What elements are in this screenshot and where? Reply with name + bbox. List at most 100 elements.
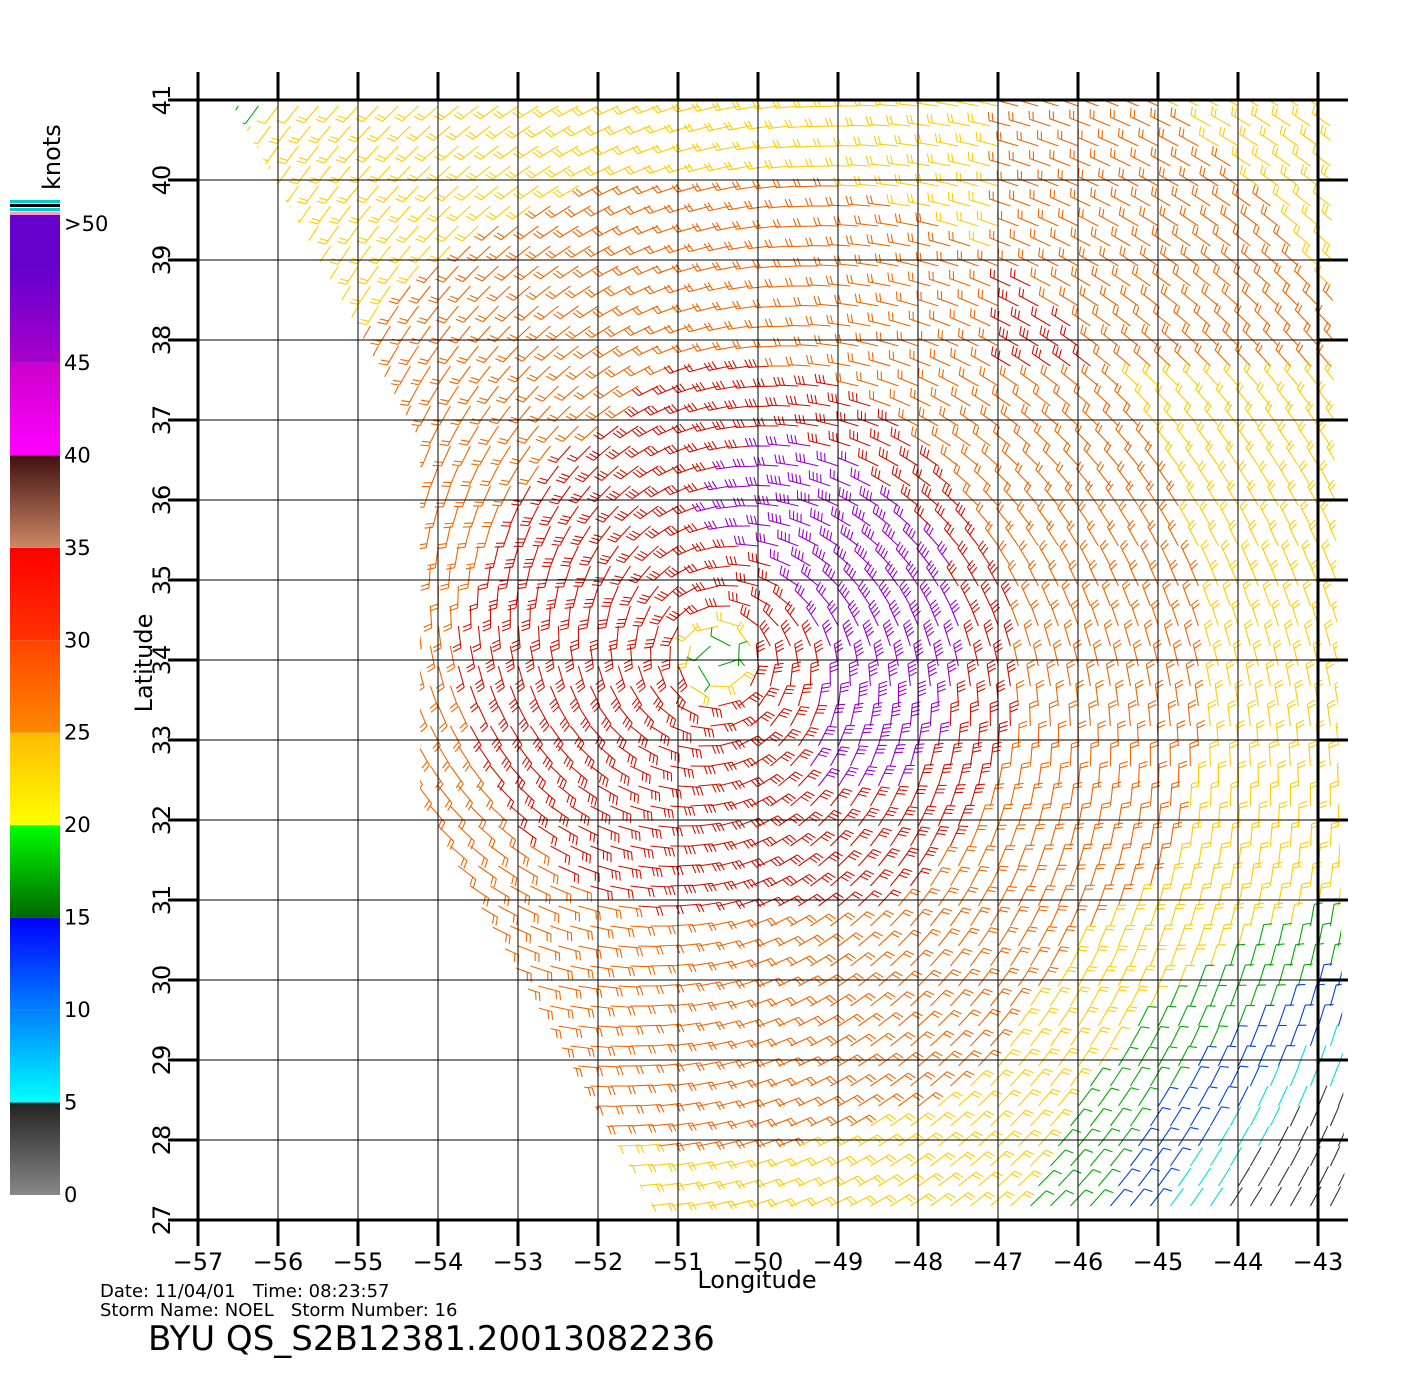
- wind-barb: [730, 919, 758, 928]
- wind-barb: [1112, 304, 1131, 327]
- wind-barb: [937, 721, 950, 747]
- wind-barb: [1017, 885, 1037, 907]
- wind-barb: [1166, 480, 1179, 507]
- wind-barb: [772, 337, 799, 347]
- wind-barb: [1097, 1087, 1120, 1107]
- wind-barb: [462, 605, 472, 632]
- wind-barb: [1059, 286, 1079, 307]
- x-tick-label: −55: [333, 1248, 384, 1276]
- wind-barb: [510, 1005, 533, 1021]
- wind-barb: [611, 185, 639, 196]
- wind-barb: [277, 905, 294, 930]
- wind-barb: [1149, 985, 1169, 1007]
- wind-barb: [1249, 1186, 1263, 1207]
- wind-barb: [350, 1045, 371, 1066]
- wind-barb: [623, 125, 651, 135]
- wind-barb: [610, 765, 630, 786]
- wind-barb: [1317, 420, 1331, 447]
- wind-barb: [310, 1165, 331, 1184]
- wind-barb: [857, 724, 874, 747]
- wind-barb: [1218, 460, 1231, 487]
- wind-barb: [650, 1202, 677, 1212]
- wind-barb: [713, 577, 739, 587]
- wind-barb: [884, 560, 899, 587]
- wind-barb: [970, 1151, 995, 1167]
- wind-barb: [258, 1065, 278, 1087]
- wind-barb: [318, 485, 331, 510]
- wind-barb: [1219, 126, 1239, 147]
- wind-barb: [691, 502, 719, 512]
- wind-barb: [417, 825, 434, 850]
- wind-barb: [242, 345, 259, 368]
- wind-barb: [459, 565, 471, 591]
- wind-barb: [420, 565, 431, 591]
- wind-barb: [564, 125, 591, 137]
- wind-barb: [738, 858, 766, 869]
- wind-barb: [631, 105, 659, 115]
- wind-barb: [977, 804, 994, 827]
- wind-barb: [1169, 821, 1183, 847]
- wind-barb: [850, 467, 871, 487]
- wind-barb: [1097, 1046, 1119, 1067]
- wind-barb: [1017, 209, 1039, 227]
- wind-barb: [878, 1174, 905, 1187]
- wind-barb: [369, 725, 381, 753]
- wind-barb: [1313, 223, 1331, 247]
- wind-barb: [1269, 821, 1281, 847]
- wind-barb: [1162, 579, 1171, 607]
- wind-barb: [309, 725, 320, 753]
- wind-barb: [724, 439, 751, 449]
- wind-barb: [989, 947, 1012, 967]
- wind-barb: [690, 962, 717, 971]
- wind-barb: [1317, 1085, 1328, 1107]
- wind-barb: [1141, 579, 1151, 607]
- wind-barb: [544, 645, 555, 673]
- wind-barb: [230, 1216, 231, 1220]
- wind-barb: [1154, 679, 1164, 707]
- wind-barb: [238, 1145, 258, 1166]
- wind-barb: [1019, 364, 1039, 387]
- wind-barb: [1202, 322, 1219, 347]
- wind-barb: [891, 465, 911, 487]
- wind-barb: [759, 619, 771, 647]
- wind-barb: [462, 505, 479, 528]
- wind-barb: [538, 505, 559, 526]
- wind-barb: [1027, 559, 1039, 587]
- wind-barb: [369, 765, 383, 792]
- wind-barb: [277, 445, 291, 470]
- y-tick-label: 28: [148, 1125, 176, 1156]
- wind-barb: [303, 425, 319, 449]
- wind-barb: [1079, 539, 1091, 567]
- wind-barb: [423, 605, 433, 632]
- wind-barb: [319, 305, 339, 326]
- wind-barb: [1092, 343, 1111, 367]
- wind-barb: [550, 1205, 576, 1216]
- wind-barb: [485, 165, 511, 180]
- wind-barb: [1303, 321, 1319, 347]
- wind-barb: [1189, 1066, 1210, 1087]
- wind-barb: [1269, 1186, 1283, 1207]
- wind-barb: [278, 1185, 299, 1205]
- wind-barb: [1116, 460, 1131, 487]
- wind-barb: [1272, 639, 1282, 667]
- wind-barb: [341, 385, 359, 407]
- wind-barb: [297, 825, 312, 852]
- wind-barb: [930, 1030, 955, 1047]
- y-tick-label: 36: [148, 485, 176, 516]
- wind-barb: [857, 849, 882, 867]
- wind-barb: [671, 383, 699, 394]
- wind-barb: [200, 486, 210, 510]
- wind-barb: [1017, 926, 1038, 947]
- wind-barb: [469, 685, 479, 713]
- wind-barb: [538, 905, 560, 923]
- wind-barb: [438, 985, 459, 1005]
- wind-barb: [806, 600, 819, 627]
- wind-barb: [1293, 223, 1311, 247]
- wind-barb: [1200, 539, 1211, 567]
- wind-barb: [430, 1125, 453, 1142]
- wind-barb: [1177, 1167, 1192, 1187]
- wind-barb: [538, 985, 562, 1001]
- wind-barb: [1137, 883, 1154, 907]
- wind-barb: [1295, 719, 1305, 747]
- wind-barb: [661, 645, 671, 672]
